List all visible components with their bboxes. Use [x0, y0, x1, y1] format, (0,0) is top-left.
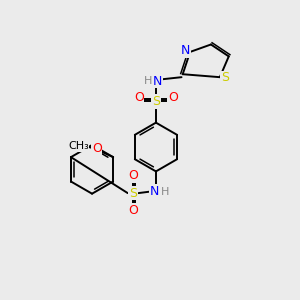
Text: O: O: [128, 204, 138, 217]
Text: N: N: [181, 44, 190, 57]
Text: H: H: [144, 76, 153, 86]
Text: H: H: [161, 187, 169, 196]
Text: S: S: [129, 187, 137, 200]
Text: O: O: [168, 91, 178, 104]
Text: O: O: [134, 91, 144, 104]
Text: N: N: [153, 74, 162, 88]
Text: O: O: [92, 142, 102, 155]
Text: CH₃: CH₃: [68, 141, 89, 151]
Text: S: S: [221, 71, 229, 84]
Text: N: N: [150, 185, 159, 198]
Text: O: O: [128, 169, 138, 182]
Text: S: S: [152, 95, 160, 108]
